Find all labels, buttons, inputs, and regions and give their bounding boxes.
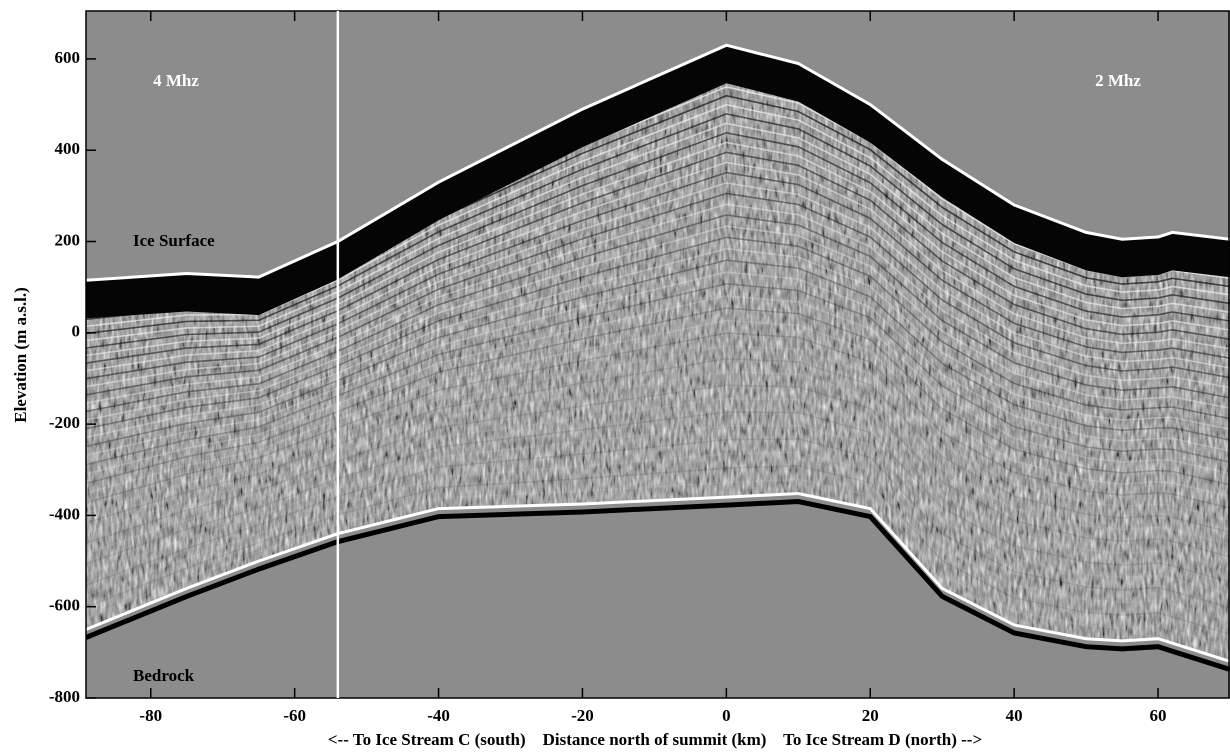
- x-axis-label: <-- To Ice Stream C (south) Distance nor…: [328, 730, 982, 749]
- profile-line: [86, 491, 1230, 663]
- surface-band: [86, 45, 1230, 319]
- bedrock-band: [86, 498, 1230, 672]
- internal-layer: [86, 203, 1230, 404]
- y-tick-label: 400: [55, 139, 81, 158]
- internal-layer: [86, 113, 1230, 335]
- y-tick-label: -200: [49, 413, 80, 432]
- internal-layer: [86, 271, 1230, 457]
- internal-layer: [86, 424, 1230, 596]
- internal-layer: [86, 214, 1230, 413]
- internal-layer: [86, 171, 1230, 380]
- y-tick-label: -800: [49, 687, 80, 706]
- x-tick-label: -80: [139, 706, 162, 725]
- x-tick-label: -60: [283, 706, 306, 725]
- internal-layer: [86, 344, 1230, 521]
- x-tick-label: 0: [722, 706, 731, 725]
- internal-layer: [86, 307, 1230, 486]
- internal-layer: [86, 295, 1230, 475]
- internal-layer: [86, 236, 1230, 430]
- internal-layer: [86, 192, 1230, 396]
- y-tick-label: 600: [55, 48, 81, 67]
- y-tick-label: 200: [55, 230, 81, 249]
- internal-layer: [86, 141, 1230, 357]
- internal-layer: [86, 182, 1230, 388]
- x-tick-label: 40: [1006, 706, 1023, 725]
- internal-layer: [86, 259, 1230, 448]
- plot-frame: [85, 10, 1230, 699]
- bedrock-region: [86, 493, 1230, 698]
- annotation: 2 Mhz: [1095, 71, 1141, 90]
- y-axis-label: Elevation (m a.s.l.): [11, 287, 30, 423]
- internal-layer: [86, 319, 1230, 498]
- series-label: Bedrock: [133, 666, 195, 685]
- internal-layer: [86, 131, 1230, 349]
- internal-layer: [86, 397, 1230, 571]
- internal-layer: [86, 370, 1230, 546]
- internal-layer: [86, 411, 1230, 583]
- internal-layer: [86, 122, 1230, 342]
- y-tick-label: -400: [49, 504, 80, 523]
- x-tick-label: -40: [427, 706, 450, 725]
- y-tick-label: -600: [49, 596, 80, 615]
- internal-layer: [86, 332, 1230, 509]
- internal-layer: [86, 247, 1230, 439]
- internal-layer: [86, 451, 1230, 622]
- internal-layer: [86, 225, 1230, 421]
- y-tick-label: 0: [72, 322, 81, 341]
- internal-layer: [86, 465, 1230, 636]
- internal-layer: [86, 357, 1230, 533]
- internal-layer: [86, 438, 1230, 609]
- internal-layer: [86, 384, 1230, 558]
- internal-layer: [86, 151, 1230, 364]
- internal-layer: [86, 478, 1230, 649]
- profile-line: [86, 43, 1230, 282]
- x-tick-label: 20: [862, 706, 879, 725]
- internal-layer: [86, 161, 1230, 372]
- annotation: 4 Mhz: [153, 71, 199, 90]
- internal-layer: [86, 282, 1230, 466]
- x-tick-label: 60: [1150, 706, 1167, 725]
- x-tick-label: -20: [571, 706, 594, 725]
- series-label: Ice Surface: [133, 231, 215, 250]
